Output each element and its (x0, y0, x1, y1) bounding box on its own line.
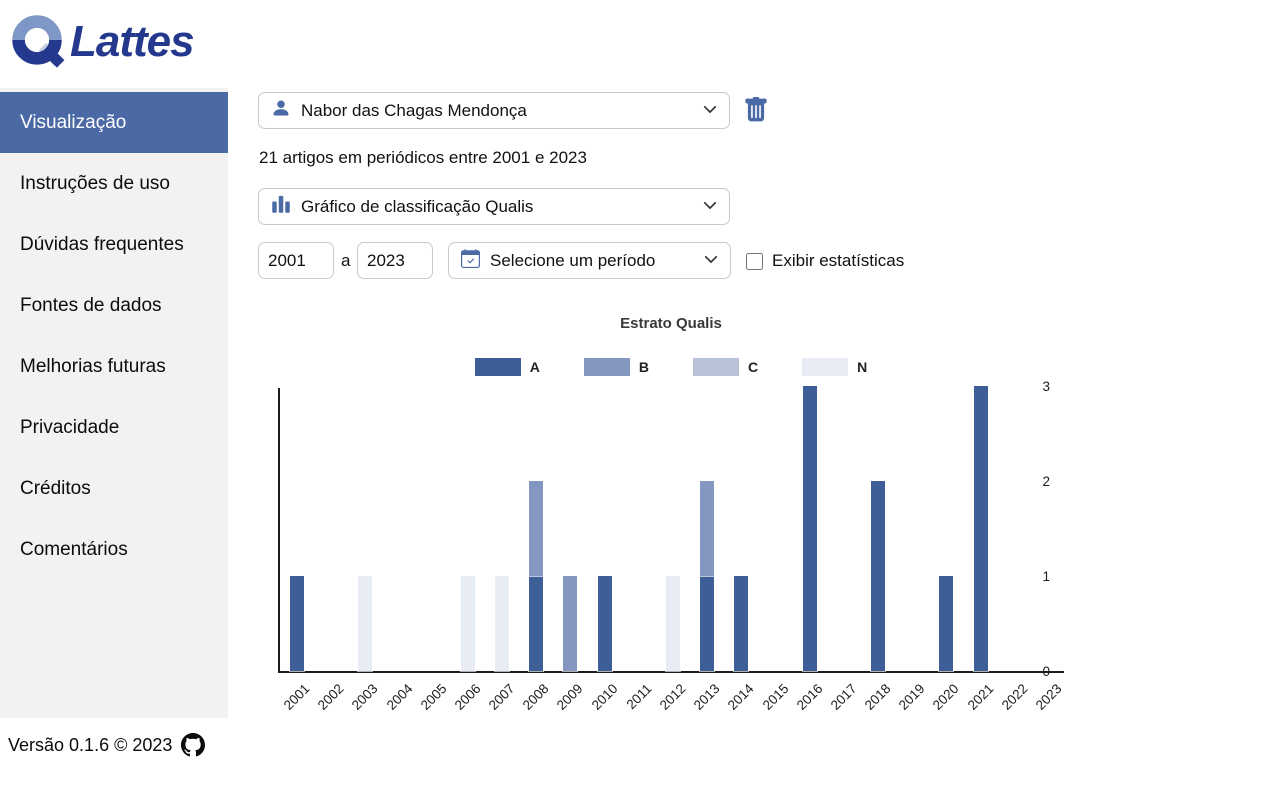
x-tick-label: 2005 (417, 681, 450, 713)
bar-2007-N (494, 575, 511, 672)
x-tick-label: 2017 (827, 681, 860, 713)
x-tick-label: 2011 (623, 681, 655, 713)
legend-swatch (802, 358, 849, 376)
view-select-value: Gráfico de classificação Qualis (301, 196, 534, 216)
calendar-check-icon (461, 248, 480, 273)
bar-2013-B (699, 480, 716, 577)
x-tick-label: 2020 (930, 681, 962, 713)
delete-author-button[interactable] (743, 97, 769, 123)
bar-2008-B (528, 480, 545, 577)
bar-chart-icon (271, 194, 291, 219)
chevron-down-icon (703, 101, 717, 121)
trash-icon (743, 97, 769, 126)
period-select-value: Selecione um período (490, 250, 656, 270)
view-select[interactable]: Gráfico de classificação Qualis (258, 188, 730, 225)
author-select-value: Nabor das Chagas Mendonça (301, 100, 527, 120)
bar-2021-A (972, 385, 989, 672)
bar-2001-A (289, 575, 306, 672)
x-tick-label: 2007 (485, 681, 518, 713)
x-tick-label: 2008 (520, 681, 552, 713)
bar-2016-A (801, 385, 818, 672)
show-statistics-checkbox[interactable] (746, 252, 763, 270)
legend-label: A (529, 359, 540, 375)
x-tick-label: 2021 (964, 681, 997, 713)
x-tick-label: 2022 (998, 681, 1031, 713)
bar-2012-N (665, 575, 681, 672)
chart-plot: 0 1 2 3 2001 2002 2003 2004 2005 2006 2007 2008 2009… (278, 379, 1065, 713)
sidebar-item[interactable]: Dúvidas frequentes (20, 233, 184, 255)
bar-2014-A (733, 575, 750, 672)
footer: Versão 0.1.6 © 2023 (8, 733, 206, 757)
bar-2018-A (870, 480, 887, 672)
version-text: Versão 0.1.6 © 2023 (8, 734, 173, 755)
legend-swatch (583, 358, 630, 376)
logo-text: Lattes (70, 16, 195, 66)
range-separator: a (341, 251, 351, 270)
period-select[interactable]: Selecione um período (448, 242, 731, 279)
x-tick-label: 2015 (759, 681, 792, 713)
github-icon[interactable] (181, 733, 206, 757)
chevron-down-icon (703, 197, 717, 217)
x-tick-label: 2010 (588, 681, 621, 713)
legend-item[interactable]: B (583, 358, 649, 376)
legend-item[interactable]: C (693, 358, 758, 376)
x-tick-label: 2002 (315, 681, 347, 713)
bar-2006-N (459, 575, 476, 672)
sidebar-item[interactable]: Comentários (20, 538, 128, 560)
x-tick-label: 2016 (793, 681, 826, 713)
x-tick-label: 2014 (725, 681, 757, 713)
x-tick-label: 2004 (383, 681, 416, 713)
bar-2010-A (596, 575, 613, 672)
x-tick-label: 2003 (349, 681, 382, 713)
summary-text: 21 artigos em periódicos entre 2001 e 20… (259, 148, 587, 167)
y-tick-label: 2 (1042, 474, 1050, 489)
legend-swatch (474, 358, 521, 376)
bar-2020-A (938, 575, 955, 672)
sidebar-item[interactable]: Melhorias futuras (20, 355, 166, 377)
y-tick-label: 3 (1042, 379, 1050, 394)
bar-2013-A (699, 575, 716, 672)
sidebar-item[interactable]: Fontes de dados (20, 294, 162, 316)
sidebar-item[interactable]: Privacidade (20, 416, 120, 438)
bar-2008-A (528, 575, 545, 672)
legend-item[interactable]: N (802, 358, 867, 376)
x-tick-label: 2006 (451, 681, 484, 713)
legend-label: N (857, 359, 868, 375)
sidebar-item[interactable]: Visualização (0, 92, 228, 153)
y-tick-label: 1 (1042, 569, 1050, 584)
x-tick-label: 2018 (861, 681, 894, 713)
app-logo: Lattes (6, 6, 195, 77)
qlattes-logo-icon (6, 6, 68, 77)
sidebar-item[interactable]: Créditos (20, 477, 91, 499)
bar-2003-N (357, 575, 374, 672)
y-tick-label: 0 (1042, 664, 1050, 679)
sidebar-item[interactable]: Instruções de uso (20, 172, 170, 194)
year-from-input[interactable] (258, 242, 334, 279)
x-tick-label: 2001 (280, 681, 313, 713)
year-to-input[interactable] (357, 242, 433, 279)
x-tick-label: 2019 (895, 681, 928, 713)
person-icon (271, 98, 291, 123)
show-statistics-label[interactable]: Exibir estatísticas (772, 251, 905, 270)
bar-2009-B (562, 575, 579, 672)
x-tick-label: 2012 (656, 681, 689, 713)
legend-item[interactable]: A (474, 358, 540, 376)
legend-label: C (748, 359, 759, 375)
author-select[interactable]: Nabor das Chagas Mendonça (258, 92, 730, 129)
x-tick-label: 2013 (690, 681, 723, 713)
legend-swatch (693, 358, 739, 376)
x-tick-label: 2009 (554, 681, 587, 713)
x-tick-label: 2023 (1032, 681, 1065, 713)
chart-title: Estrato Qualis (620, 315, 722, 332)
chevron-down-icon (704, 251, 718, 271)
legend-label: B (638, 359, 649, 375)
sidebar: Visualização Instruções de uso Dúvidas fre… (0, 88, 228, 718)
